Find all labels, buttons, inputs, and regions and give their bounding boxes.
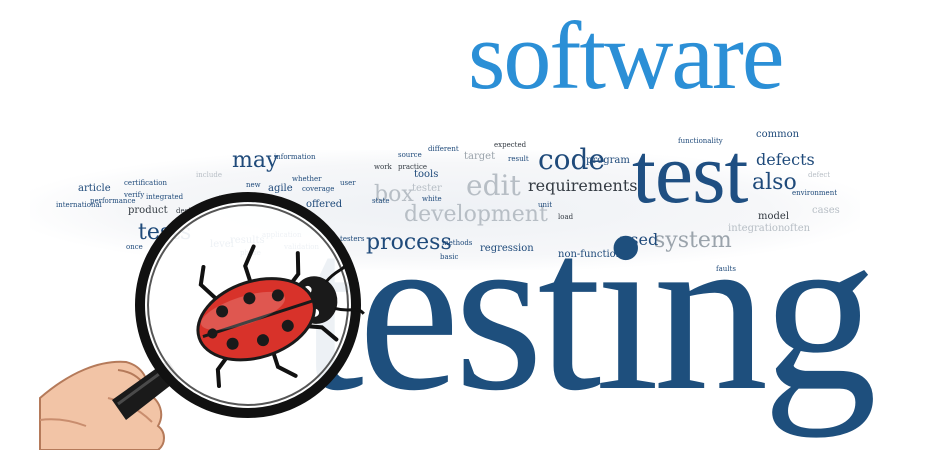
word-product: product: [128, 205, 168, 216]
word-offered: offered: [306, 199, 343, 210]
word-whether: whether: [292, 175, 322, 183]
word-process: process: [366, 230, 452, 255]
word-environment: environment: [792, 189, 838, 197]
word-program: program: [586, 155, 630, 166]
word-load: load: [558, 213, 574, 221]
word-functionality: functionality: [678, 137, 723, 145]
word-expected: expected: [494, 141, 527, 149]
word-requirements: requirements: [528, 176, 638, 195]
word-performance: performance: [90, 197, 136, 205]
word-state: state: [372, 197, 390, 205]
word-target: target: [464, 151, 496, 162]
word-white: white: [422, 195, 442, 203]
headline-test: test: [632, 125, 748, 221]
word-source: source: [398, 151, 422, 159]
word-model: model: [758, 211, 790, 222]
word-new: new: [246, 181, 261, 189]
word-edit: edit: [466, 169, 521, 202]
word-non-functional: non-functional: [558, 249, 632, 260]
headline-testing: testing: [300, 183, 877, 438]
word-result: result: [508, 155, 529, 163]
word-development: development: [404, 202, 548, 227]
word-box: box: [374, 182, 414, 207]
word-used: used: [620, 230, 659, 249]
word-coverage: coverage: [302, 185, 335, 193]
word-also: also: [752, 170, 797, 195]
word-user: user: [340, 179, 356, 187]
word-defect: defect: [808, 171, 831, 179]
word-isbn: isbn: [556, 291, 571, 299]
word-defects: defects: [756, 150, 815, 169]
hand-icon: [39, 360, 165, 450]
word-methods: methods: [442, 239, 473, 247]
word-common: common: [756, 129, 800, 140]
word-regression: regression: [480, 243, 534, 254]
word-different: different: [428, 145, 459, 153]
word-tools: tools: [414, 169, 439, 180]
word-certification: certification: [124, 179, 167, 187]
word-article: article: [78, 183, 111, 194]
headline-software: software: [468, 2, 785, 109]
word-practice: practice: [398, 163, 428, 171]
word-international: international: [56, 201, 102, 209]
word-often: often: [784, 223, 811, 234]
word-once: once: [126, 243, 143, 251]
word-cases: cases: [812, 205, 840, 216]
word-system: system: [654, 228, 732, 253]
word-may: may: [232, 148, 279, 173]
word-integration: integration: [728, 223, 785, 234]
word-basic: basic: [440, 253, 459, 261]
word-code: code: [538, 143, 606, 176]
word-verify: verify: [124, 191, 145, 199]
ladybug-icon: [196, 244, 365, 388]
word-information: information: [274, 153, 316, 161]
word-testers: testers: [340, 235, 365, 243]
word-integrated: integrated: [146, 193, 184, 201]
word-faults: faults: [716, 265, 736, 273]
word-work: work: [374, 163, 392, 171]
word-tester: tester: [412, 183, 442, 194]
word-agile: agile: [268, 183, 293, 194]
word-unit: unit: [538, 201, 553, 209]
word-include: include: [196, 171, 223, 179]
